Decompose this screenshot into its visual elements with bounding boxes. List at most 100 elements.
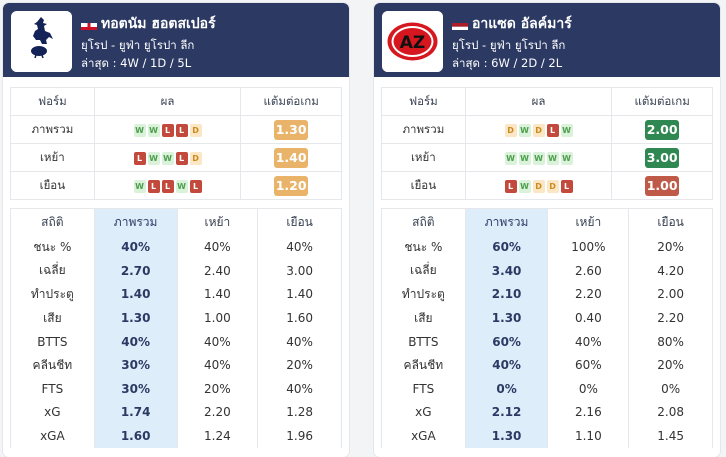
stat-label: ชนะ % [10,235,95,260]
result-pill-win[interactable]: W [518,180,531,193]
stat-away-value: 4.20 [628,259,713,283]
stat-header: สถิติ [381,208,466,236]
stat-row: ทำประตู 1.40 1.40 1.40 [10,282,342,307]
overall-header[interactable]: ภาพรวม [93,208,178,236]
result-pill-win[interactable]: W [518,152,531,165]
result-pill-loss[interactable]: L [161,180,174,193]
stats-table-header: สถิติ ภาพรวม เหย้า เยือน [10,208,342,236]
result-pill-win[interactable]: W [161,152,174,165]
result-pill-draw[interactable]: D [189,124,202,137]
stat-overall-value: 2.10 [464,282,549,307]
stat-label: เฉลี่ย [10,259,95,283]
stat-label: คลีนชีท [10,353,95,378]
result-pill-loss[interactable]: L [133,152,146,165]
result-pill-win[interactable]: W [133,124,146,137]
home-header[interactable]: เหย้า [547,208,630,236]
stat-label: เสีย [381,306,466,330]
stat-home-value: 40% [547,329,630,354]
result-pill-loss[interactable]: L [504,180,517,193]
stat-label: ทำประตู [381,282,466,307]
overall-header[interactable]: ภาพรวม [464,208,549,236]
result-pill-win[interactable]: W [532,152,545,165]
team-title-line: อาแซด อัลค์มาร์ [452,14,572,34]
stat-away-value: 0% [628,377,713,401]
stat-home-value: 2.20 [176,400,259,425]
result-pill-win[interactable]: W [147,124,160,137]
stats-table: สถิติ ภาพรวม เหย้า เยือน ชนะ % 40% 40% 40% เ… [10,208,342,448]
stat-overall-value: 40% [93,235,178,260]
stat-home-value: 20% [176,377,259,401]
recent-record: ล่าสุด : 6W / 2D / 2L [452,56,563,70]
result-pill-loss[interactable]: L [175,124,188,137]
result-pill-draw[interactable]: D [504,124,517,137]
result-pill-draw[interactable]: D [532,180,545,193]
stat-row: xGA 1.60 1.24 1.96 [10,424,342,448]
results-header-label: ผล [464,87,613,116]
result-pill-draw[interactable]: D [546,180,559,193]
result-pill-loss[interactable]: L [161,124,174,137]
result-pill-win[interactable]: W [175,180,188,193]
stats-table-header: สถิติ ภาพรวม เหย้า เยือน [381,208,713,236]
stat-home-value: 1.10 [547,424,630,448]
result-pill-draw[interactable]: D [189,152,202,165]
home-header[interactable]: เหย้า [176,208,259,236]
tottenham-crest-logo[interactable] [11,11,72,72]
stat-overall-value: 2.12 [464,400,549,425]
away-header[interactable]: เยือน [257,208,342,236]
form-table-header: ฟอร์ม ผล แต้มต่อเกม [10,87,342,116]
stat-away-value: 1.96 [257,424,342,448]
stat-away-value: 1.45 [628,424,713,448]
stat-overall-value: 1.30 [464,424,549,448]
stat-row: เฉลี่ย 2.70 2.40 3.00 [10,259,342,283]
results-header-label: ผล [93,87,242,116]
ppg-badge: 3.00 [645,147,680,168]
result-pill-win[interactable]: W [518,124,531,137]
stat-header: สถิติ [10,208,95,236]
result-pill-draw[interactable]: D [532,124,545,137]
result-pill-win[interactable]: W [546,152,559,165]
stat-away-value: 1.60 [257,306,342,330]
stat-home-value: 0.40 [547,306,630,330]
stat-label: FTS [381,377,466,401]
team-name[interactable]: อาแซด อัลค์มาร์ [472,16,572,32]
result-pill-win[interactable]: W [504,152,517,165]
ppg-badge: 1.20 [274,175,309,196]
result-pill-win[interactable]: W [147,152,160,165]
result-pill-loss[interactable]: L [175,152,188,165]
stat-label: xGA [381,424,466,448]
league-name: ยุโรป - ยูฟ่า ยูโรปา ลีก [452,38,566,52]
form-row-label: เหย้า [381,143,466,172]
az-alkmaar-crest-icon: AZ [382,11,443,72]
stat-home-value: 1.00 [176,306,259,330]
form-row-label: ภาพรวม [381,115,466,144]
result-pill-loss[interactable]: L [560,180,573,193]
stat-away-value: 40% [257,235,342,260]
result-pill-loss[interactable]: L [546,124,559,137]
form-row-label: เยือน [381,171,466,200]
stat-overall-value: 1.40 [93,282,178,307]
stat-overall-value: 2.70 [93,259,178,283]
away-header[interactable]: เยือน [628,208,713,236]
stat-row: xG 2.12 2.16 2.08 [381,400,713,425]
result-pill-win[interactable]: W [560,124,573,137]
result-pill-win[interactable]: W [560,152,573,165]
stat-label: xGA [10,424,95,448]
result-pill-loss[interactable]: L [189,180,202,193]
result-pill-win[interactable]: W [133,180,146,193]
team-name[interactable]: ทอตนัม ฮอตสเปอร์ [101,16,216,32]
result-pill-loss[interactable]: L [147,180,160,193]
ppg-badge: 1.30 [274,119,309,140]
stat-home-value: 40% [176,235,259,260]
az-alkmaar-crest-logo[interactable]: AZ [382,11,443,72]
ppg-badge: 1.40 [274,147,309,168]
stat-row: BTTS 60% 40% 80% [381,329,713,354]
stat-home-value: 1.24 [176,424,259,448]
